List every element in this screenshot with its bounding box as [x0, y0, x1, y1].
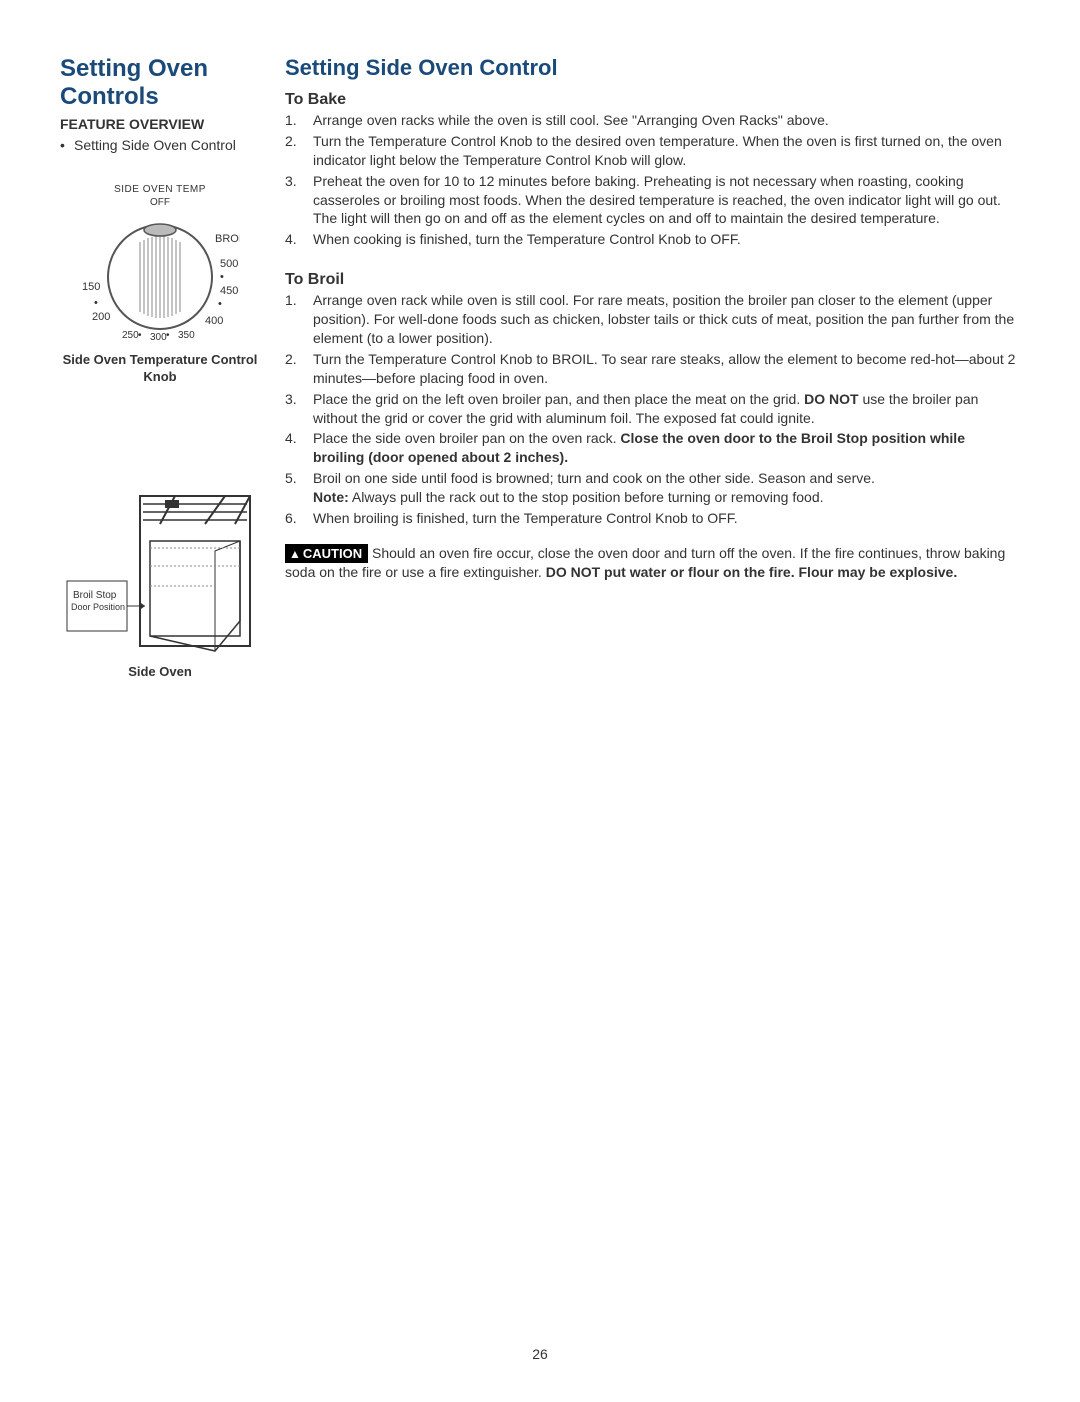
knob-250-label: 250 — [122, 330, 139, 341]
broil-step-text: Broil on one side until food is browned;… — [313, 470, 875, 486]
warning-triangle-icon: ▲ — [289, 546, 301, 562]
sidebar-bullet-item: Setting Side Oven Control — [60, 136, 260, 154]
broil-step-text: Place the grid on the left oven broiler … — [313, 391, 804, 407]
side-oven-icon: Broil Stop Door Position — [65, 486, 255, 656]
page-layout: Setting Oven Controls FEATURE OVERVIEW S… — [60, 55, 1020, 679]
to-broil-heading: To Broil — [285, 271, 1020, 289]
knob-450-label: 450 — [220, 285, 238, 297]
knob-caption: Side Oven Temperature Control Knob — [60, 352, 260, 386]
broil-step-text: Place the side oven broiler pan on the o… — [313, 430, 620, 446]
bake-step: Turn the Temperature Control Knob to the… — [285, 132, 1020, 170]
side-oven-figure: Broil Stop Door Position Side Oven — [60, 486, 260, 679]
knob-150-label: 150 — [82, 281, 100, 293]
knob-top-label: SIDE OVEN TEMP — [60, 184, 260, 195]
side-oven-caption: Side Oven — [60, 664, 260, 679]
bake-step: When cooking is finished, turn the Tempe… — [285, 230, 1020, 249]
bake-steps-list: Arrange oven racks while the oven is sti… — [285, 111, 1020, 249]
broil-stop-label: Broil Stop — [73, 590, 117, 601]
temperature-knob-figure: SIDE OVEN TEMP OFF BROIL 500 • 450 • — [60, 184, 260, 386]
knob-500-label: 500 — [220, 258, 238, 270]
knob-300-label: 300 — [150, 332, 167, 342]
bake-step: Preheat the oven for 10 to 12 minutes be… — [285, 172, 1020, 229]
door-position-label: Door Position — [71, 602, 125, 612]
broil-steps-list: Arrange oven rack while oven is still co… — [285, 291, 1020, 528]
broil-step: Turn the Temperature Control Knob to BRO… — [285, 350, 1020, 388]
sidebar-title-line1: Setting Oven — [60, 55, 208, 82]
broil-step: When broiling is finished, turn the Temp… — [285, 509, 1020, 528]
caution-paragraph: ▲CAUTION Should an oven fire occur, clos… — [285, 544, 1020, 582]
broil-step: Place the grid on the left oven broiler … — [285, 390, 1020, 428]
knob-200-label: 200 — [92, 311, 110, 323]
caution-bold-text: DO NOT put water or flour on the fire. F… — [546, 564, 958, 580]
bake-step: Arrange oven racks while the oven is sti… — [285, 111, 1020, 130]
page-number: 26 — [0, 1346, 1080, 1362]
broil-step: Broil on one side until food is browned;… — [285, 469, 1020, 507]
svg-text:•: • — [218, 298, 222, 310]
knob-400-label: 400 — [205, 315, 223, 327]
sidebar: Setting Oven Controls FEATURE OVERVIEW S… — [60, 55, 260, 679]
sidebar-title: Setting Oven Controls — [60, 55, 260, 110]
feature-overview-heading: FEATURE OVERVIEW — [60, 116, 260, 132]
knob-off-label: OFF — [60, 197, 260, 208]
main-title: Setting Side Oven Control — [285, 55, 1020, 81]
caution-badge-text: CAUTION — [303, 546, 362, 561]
caution-badge: ▲CAUTION — [285, 544, 368, 564]
svg-text:•: • — [220, 271, 224, 283]
broil-step-bold: DO NOT — [804, 391, 858, 407]
knob-broil-label: BROIL — [215, 233, 240, 245]
to-bake-heading: To Bake — [285, 91, 1020, 109]
temperature-knob-icon: BROIL 500 • 450 • 400 350 • 300 • 250 20… — [80, 212, 240, 342]
knob-350-label: 350 — [178, 330, 195, 341]
broil-step: Place the side oven broiler pan on the o… — [285, 429, 1020, 467]
svg-text:•: • — [94, 297, 98, 309]
main-content: Setting Side Oven Control To Bake Arrang… — [285, 55, 1020, 679]
broil-step-note: Note: — [313, 489, 349, 505]
broil-step-text: Always pull the rack out to the stop pos… — [349, 489, 824, 505]
broil-step: Arrange oven rack while oven is still co… — [285, 291, 1020, 348]
sidebar-title-line2: Controls — [60, 83, 159, 110]
